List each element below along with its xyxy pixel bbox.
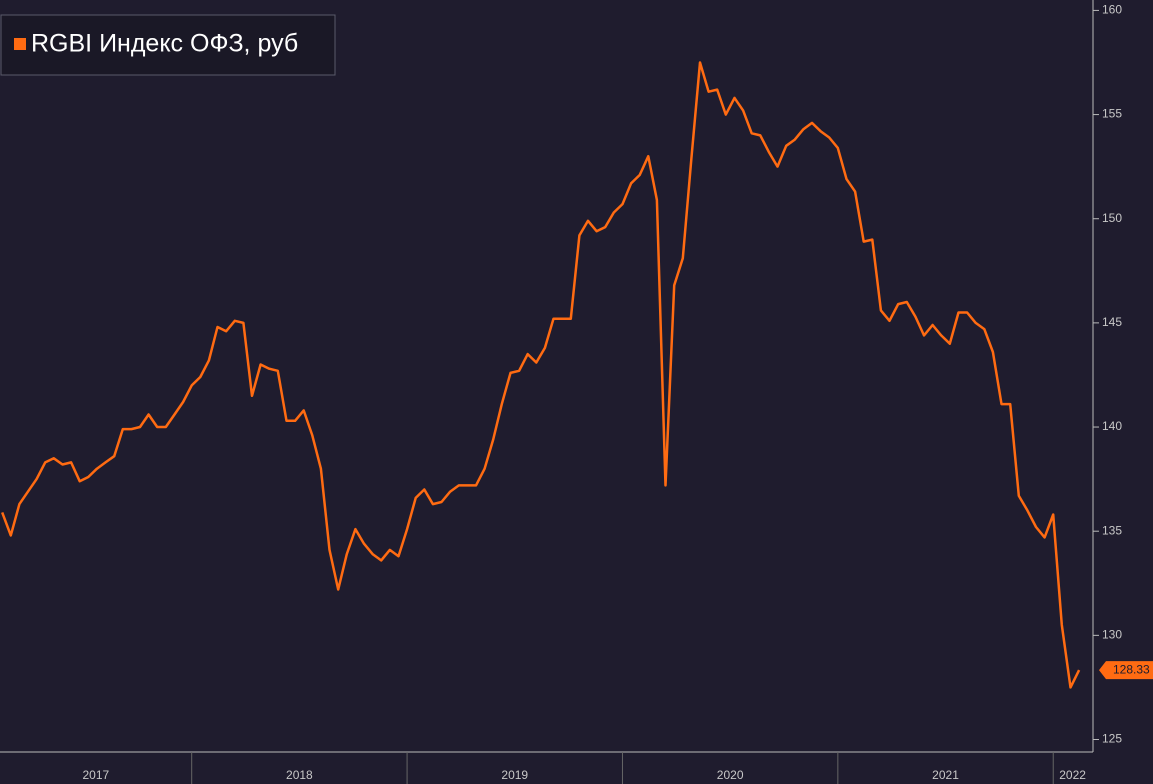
x-tick-label: 2017	[82, 768, 109, 782]
legend: RGBI Индекс ОФЗ, руб	[0, 14, 336, 76]
x-tick-label: 2021	[932, 768, 959, 782]
y-tick-label: 140	[1102, 419, 1122, 433]
y-tick-label: 130	[1102, 628, 1122, 642]
last-value-box	[1099, 661, 1153, 680]
y-tick-label: 160	[1102, 3, 1122, 17]
x-tick-label: 2019	[501, 768, 528, 782]
y-tick-label: 125	[1102, 732, 1122, 746]
y-tick-label: 155	[1102, 107, 1122, 121]
y-tick-label: 145	[1102, 315, 1122, 329]
last-value-label: 128.33	[1113, 662, 1150, 676]
x-tick-label: 2018	[286, 768, 313, 782]
x-tick-label: 2022	[1059, 768, 1086, 782]
line	[1, 61, 1081, 689]
x-tick-label: 2020	[717, 768, 744, 782]
legend-box	[0, 14, 336, 76]
legend-swatch	[14, 38, 26, 50]
y-tick-label: 135	[1102, 523, 1122, 537]
y-tick-label: 150	[1102, 211, 1122, 225]
legend-label: RGBI Индекс ОФЗ, руб	[31, 30, 298, 58]
